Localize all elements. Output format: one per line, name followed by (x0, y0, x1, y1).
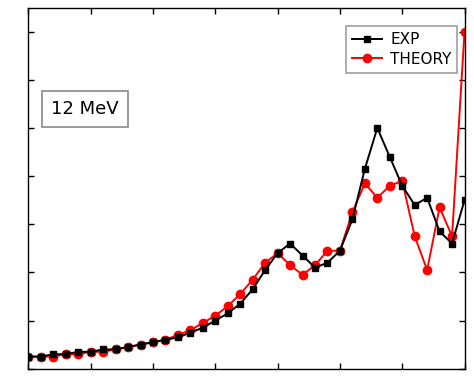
EXP (175, 335, 181, 340)
EXP (424, 195, 430, 200)
EXP (138, 342, 144, 347)
EXP (275, 251, 281, 255)
THEORY (275, 251, 281, 255)
EXP (200, 325, 206, 330)
THEORY (250, 277, 255, 282)
Legend: EXP, THEORY: EXP, THEORY (346, 26, 457, 73)
THEORY (349, 210, 355, 215)
THEORY (113, 347, 118, 352)
THEORY (150, 340, 156, 344)
THEORY (412, 234, 418, 238)
Line: EXP: EXP (25, 124, 468, 360)
THEORY (88, 349, 93, 354)
EXP (51, 352, 56, 356)
THEORY (237, 292, 243, 296)
EXP (400, 184, 405, 188)
THEORY (163, 338, 168, 342)
THEORY (200, 321, 206, 325)
EXP (387, 155, 392, 159)
EXP (163, 338, 168, 342)
EXP (462, 198, 467, 202)
EXP (212, 318, 218, 323)
THEORY (75, 352, 81, 356)
THEORY (300, 273, 305, 277)
EXP (150, 340, 156, 344)
EXP (287, 241, 293, 246)
EXP (225, 311, 231, 316)
EXP (374, 126, 380, 130)
EXP (262, 268, 268, 272)
THEORY (362, 181, 368, 185)
Text: 12 MeV: 12 MeV (51, 100, 119, 118)
EXP (412, 203, 418, 207)
THEORY (462, 30, 467, 34)
THEORY (225, 304, 231, 308)
THEORY (449, 234, 455, 238)
EXP (75, 349, 81, 354)
EXP (300, 253, 305, 258)
EXP (63, 352, 69, 356)
THEORY (63, 352, 69, 356)
THEORY (325, 248, 330, 253)
EXP (125, 345, 131, 349)
THEORY (100, 349, 106, 354)
EXP (113, 347, 118, 352)
Line: THEORY: THEORY (24, 28, 469, 361)
THEORY (424, 268, 430, 272)
THEORY (26, 354, 31, 359)
EXP (188, 330, 193, 335)
THEORY (437, 205, 442, 210)
EXP (337, 248, 343, 253)
THEORY (51, 354, 56, 359)
THEORY (188, 328, 193, 333)
EXP (362, 167, 368, 171)
THEORY (387, 184, 392, 188)
EXP (250, 287, 255, 291)
THEORY (175, 333, 181, 337)
THEORY (212, 313, 218, 318)
EXP (312, 265, 318, 270)
EXP (88, 349, 93, 354)
THEORY (138, 342, 144, 347)
THEORY (400, 179, 405, 183)
THEORY (337, 248, 343, 253)
EXP (100, 347, 106, 352)
EXP (449, 241, 455, 246)
EXP (325, 260, 330, 265)
THEORY (312, 263, 318, 268)
EXP (237, 301, 243, 306)
EXP (437, 229, 442, 234)
THEORY (262, 260, 268, 265)
EXP (38, 354, 44, 359)
EXP (349, 217, 355, 222)
THEORY (374, 195, 380, 200)
THEORY (125, 345, 131, 349)
THEORY (287, 263, 293, 268)
THEORY (38, 354, 44, 359)
EXP (26, 354, 31, 359)
